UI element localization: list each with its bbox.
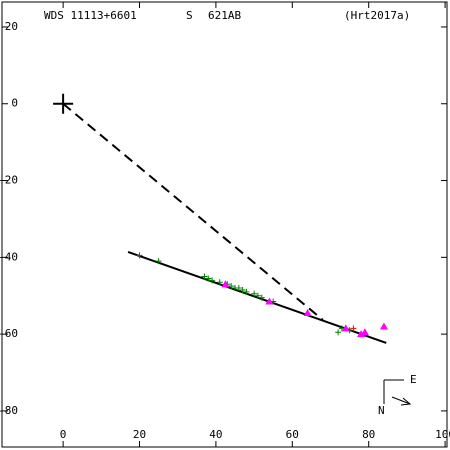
x-tick-label: 40 [209, 428, 222, 441]
reference-label: (Hrt2017a) [344, 9, 410, 22]
pair-label: 621AB [208, 9, 241, 22]
measurement-plus [235, 285, 242, 292]
measurement-plus [350, 325, 357, 332]
solid-line [127, 251, 387, 344]
y-tick-label: 0 [11, 97, 18, 110]
y-tick-label: 20 [5, 20, 18, 33]
measurement-plus [228, 283, 235, 290]
motion-arrow-head [400, 397, 412, 406]
measurement-plus [239, 286, 246, 293]
x-tick-label: 100 [435, 428, 450, 441]
y-tick-label: -20 [0, 174, 18, 187]
measurement-plus [205, 275, 212, 282]
compass-north: N [378, 404, 385, 417]
measurement-plus [258, 294, 265, 301]
y-tick-label: -40 [0, 250, 18, 263]
measurement-triangle [379, 322, 388, 330]
x-tick-label: 20 [133, 428, 146, 441]
measurement-triangle [360, 328, 369, 336]
x-tick-label: 80 [362, 428, 375, 441]
measurement-plus [136, 252, 143, 259]
measurement-plus [254, 292, 261, 299]
measurement-triangle [341, 324, 350, 332]
measurement-plus [209, 277, 216, 284]
compass-east: E [410, 373, 417, 386]
measurement-triangle [357, 330, 366, 338]
motion-arrow [391, 396, 411, 405]
x-tick-label: 60 [286, 428, 299, 441]
compass: E N [378, 373, 417, 417]
measurement-triangle [303, 309, 312, 317]
y-tick-label: -80 [0, 404, 18, 417]
primary-star [53, 93, 74, 114]
measurement-plus [243, 288, 250, 295]
measurement-triangle [221, 280, 230, 288]
measurement-triangle [265, 297, 274, 305]
x-tick-label: 0 [60, 428, 67, 441]
measurement-plus [251, 290, 258, 297]
measurement-plus [216, 279, 223, 286]
measurement-plus [155, 258, 162, 265]
measurement-plus [335, 329, 342, 336]
chart-subtitle: S [186, 9, 193, 22]
dashed-line [62, 102, 324, 321]
y-tick-label: -60 [0, 327, 18, 340]
measurement-plus [201, 273, 208, 280]
chart-title: WDS 11113+6601 [44, 9, 137, 22]
